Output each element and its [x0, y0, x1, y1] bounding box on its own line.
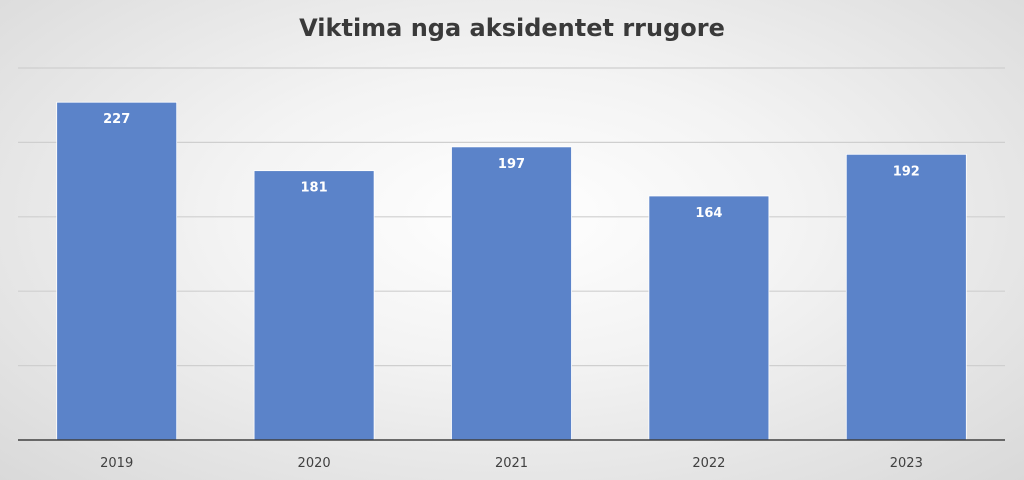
data-label: 227 [103, 112, 130, 127]
bar-2020 [253, 170, 375, 441]
chart-title: Viktima nga aksidentet rrugore [299, 14, 725, 42]
data-label: 192 [893, 164, 920, 179]
x-tick-label: 2021 [495, 456, 528, 471]
x-tick-label: 2022 [692, 456, 725, 471]
bar-2023 [845, 153, 967, 441]
x-tick-label: 2020 [298, 456, 331, 471]
data-label: 164 [695, 206, 722, 221]
data-label: 181 [301, 181, 328, 196]
x-tick-label: 2019 [100, 456, 133, 471]
data-label: 197 [498, 157, 525, 172]
bar-2021 [451, 146, 572, 441]
x-tick-label: 2023 [890, 456, 923, 471]
bar-2019 [56, 101, 178, 441]
bar-2022 [648, 195, 770, 441]
